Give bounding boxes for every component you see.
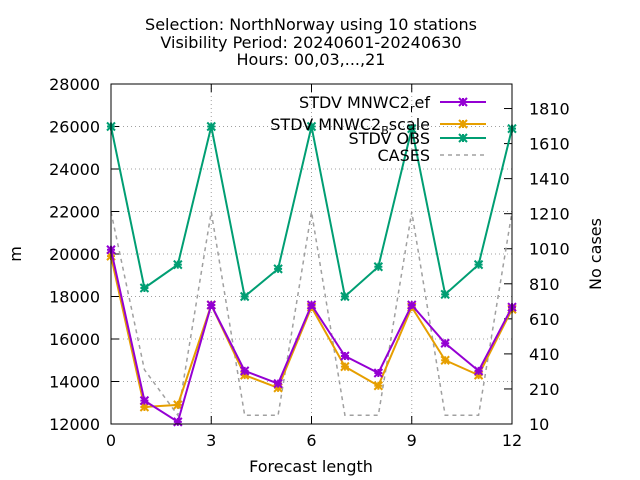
y-tick-label: 14000 [49, 373, 100, 392]
y2-tick-label: 1210 [529, 205, 570, 224]
legend-label: STDV MNWC2Bscale [270, 115, 430, 137]
data-point-stdv-obs [239, 291, 250, 302]
legend-entry-cases: CASES [377, 146, 486, 165]
y2-tick-label: 810 [529, 275, 560, 294]
data-point-stdv-mnwc2-bscale [173, 400, 183, 410]
y2-tick-label: 1010 [529, 240, 570, 259]
y-tick-label: 20000 [49, 245, 100, 264]
title-line-2: Visibility Period: 20240601-20240630 [160, 33, 461, 52]
axis-ticks: 0 3 6 9 12 12000 14000 16000 18000 20000 22000 2400… [49, 75, 570, 450]
y2-tick-label: 1410 [529, 170, 570, 189]
data-point-stdv-mnwc2-ref [407, 300, 417, 310]
legend-marker [458, 133, 468, 143]
plot-border [110, 83, 513, 425]
y-tick-label: 16000 [49, 330, 100, 349]
grid [111, 84, 512, 424]
series-line-cases [110, 211, 513, 418]
data-point-stdv-obs [340, 291, 350, 302]
x-axis-label: Forecast length [249, 457, 373, 476]
data-point-stdv-obs [273, 264, 283, 274]
legend-entry-stdv-obs: STDV OBS [349, 129, 486, 148]
legend-marker [458, 97, 468, 107]
y-tick-label: 18000 [49, 288, 100, 307]
data-point-stdv-obs [373, 262, 384, 272]
series-cases [110, 211, 513, 418]
data-point-stdv-obs [173, 259, 183, 270]
legend-entry-stdv-mnwc2-ref: STDV MNWC2ref [299, 93, 486, 115]
data-point-stdv-mnwc2-bscale [440, 355, 450, 365]
chart-title: Selection: NorthNorway using 10 stations… [145, 15, 477, 69]
data-point-stdv-obs [473, 259, 484, 270]
y2-tick-label: 10 [529, 415, 549, 434]
data-point-stdv-mnwc2-ref [273, 378, 283, 389]
legend-label: CASES [377, 146, 430, 165]
y2-tick-label: 210 [529, 380, 560, 399]
data-point-stdv-obs [206, 121, 216, 132]
data-point-stdv-mnwc2-ref [306, 300, 317, 310]
title-line-3: Hours: 00,03,...,21 [237, 50, 386, 69]
y-axis-label: m [6, 246, 25, 262]
y2-tick-label: 1610 [529, 135, 570, 154]
data-point-stdv-mnwc2-ref [340, 351, 350, 361]
legend-marker [458, 119, 468, 129]
data-point-stdv-mnwc2-ref [173, 417, 183, 427]
data-point-stdv-mnwc2-ref [473, 366, 484, 376]
y2-axis-label: No cases [586, 218, 605, 290]
y2-tick-label: 410 [529, 345, 560, 364]
legend-entry-stdv-mnwc2-bscale: STDV MNWC2Bscale [270, 115, 486, 137]
x-tick-label: 9 [407, 431, 417, 450]
x-tick-label: 3 [206, 431, 216, 450]
data-point-stdv-mnwc2-bscale [373, 381, 384, 391]
data-point-stdv-mnwc2-ref [440, 338, 450, 348]
data-point-stdv-mnwc2-ref [206, 300, 216, 310]
data-point-stdv-obs [407, 123, 417, 134]
data-point-stdv-mnwc2-ref [139, 395, 150, 406]
y-tick-label: 22000 [49, 203, 100, 222]
y-tick-label: 24000 [49, 160, 100, 179]
x-tick-label: 12 [502, 431, 522, 450]
y-tick-label: 28000 [49, 75, 100, 94]
y2-tick-label: 1810 [529, 100, 570, 119]
y2-tick-label: 610 [529, 310, 560, 329]
data-point-stdv-mnwc2-ref [373, 368, 384, 378]
x-tick-label: 0 [106, 431, 116, 450]
legend-label: STDV MNWC2ref [299, 93, 430, 115]
y-tick-label: 26000 [49, 118, 100, 137]
data-point-stdv-mnwc2-bscale [340, 361, 350, 372]
x-tick-label: 6 [306, 431, 316, 450]
title-line-1: Selection: NorthNorway using 10 stations [145, 15, 477, 34]
data-point-stdv-mnwc2-ref [239, 366, 250, 376]
series-stdv-mnwc2-bscale [106, 251, 517, 412]
data-point-stdv-obs [440, 289, 450, 300]
data-point-stdv-obs [306, 121, 317, 132]
series-stdv-obs [106, 121, 517, 302]
legend-label: STDV OBS [349, 129, 430, 148]
y-tick-label: 12000 [49, 415, 100, 434]
data-point-stdv-obs [139, 283, 150, 293]
